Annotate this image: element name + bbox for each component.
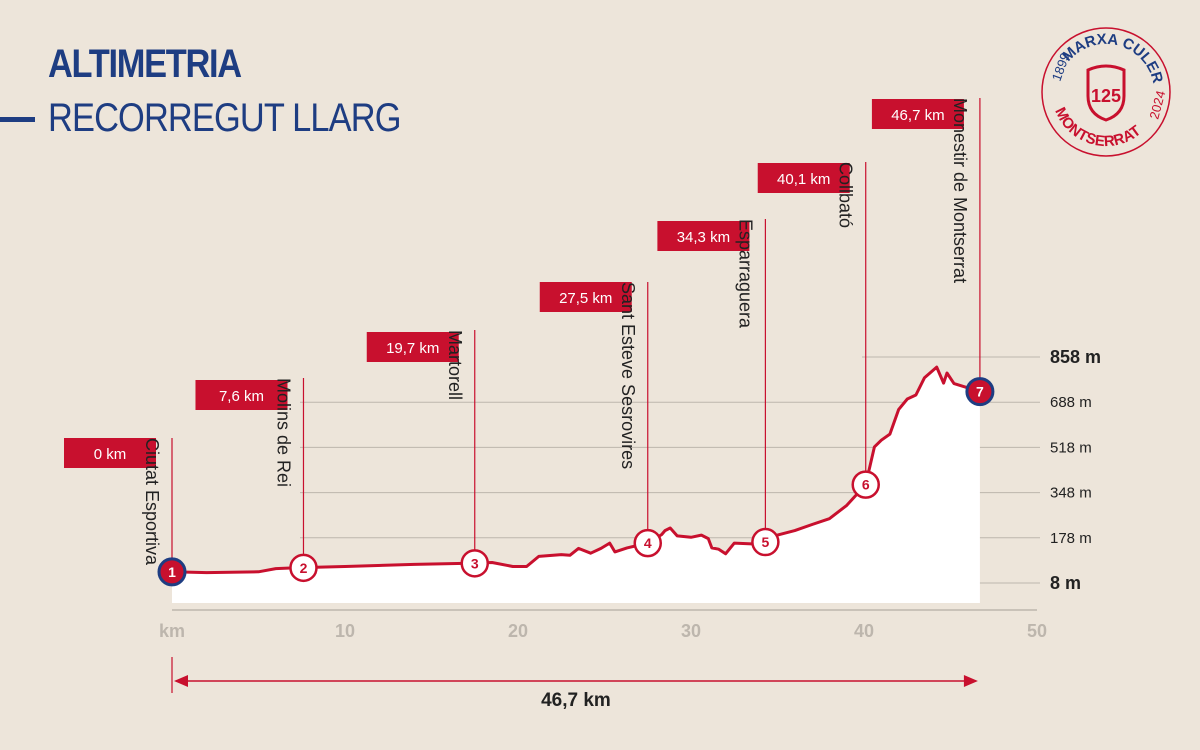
y-tick-label: 688 m (1050, 394, 1092, 411)
y-tick-label: 8 m (1050, 573, 1081, 593)
checkpoint-marker (633, 528, 662, 558)
checkpoint-name: Sant Esteve Sesrovires (618, 282, 638, 469)
checkpoint-km-badge (757, 163, 850, 193)
checkpoint-number: 1 (168, 564, 176, 580)
checkpoint-marker (851, 470, 880, 499)
checkpoint-km-label: 7,6 km (219, 388, 264, 405)
title-accent-bar (0, 117, 35, 122)
checkpoint-name: Martorell (445, 330, 465, 400)
checkpoint-km-label: 27,5 km (559, 290, 612, 307)
logo-top-text: MARXA CULER (1059, 31, 1166, 85)
y-tick-label: 178 m (1050, 530, 1092, 547)
page-subtitle: RECORREGUT LLARG (48, 96, 401, 140)
distance-arrow-right-icon (963, 675, 978, 687)
y-tick-label: 518 m (1050, 439, 1092, 456)
logo-year-right: 2024 (1146, 89, 1168, 121)
checkpoint-km-badge (64, 438, 156, 468)
logo-shield-icon (1086, 64, 1126, 122)
checkpoint-km-badge (657, 221, 750, 251)
y-tick-label: 348 m (1050, 485, 1092, 502)
x-tick-label: 30 (681, 621, 701, 641)
logo-emblem-number: 125 (1091, 86, 1121, 106)
checkpoint-km-badge (539, 282, 632, 312)
checkpoint-number: 7 (976, 384, 984, 400)
y-tick-label: 858 m (1050, 347, 1101, 367)
checkpoint-number: 2 (300, 560, 308, 576)
marxa-culer-logo: MARXA CULER MONTSERRAT 1899 2024 125 (1041, 27, 1171, 157)
checkpoint-number: 6 (862, 477, 870, 493)
checkpoint-km-badge (195, 380, 288, 410)
checkpoint-name: Monestir de Montserrat (950, 98, 970, 283)
distance-arrow-left-icon (174, 675, 188, 687)
x-tick-label: 50 (1027, 621, 1047, 641)
checkpoint-marker (751, 527, 780, 557)
logo-year-left: 1899 (1049, 51, 1073, 83)
checkpoint-marker (460, 549, 489, 578)
checkpoint-km-label: 46,7 km (891, 107, 944, 124)
x-tick-label: 20 (508, 621, 528, 641)
x-tick-label: km (159, 621, 185, 641)
checkpoint-km-label: 19,7 km (386, 340, 439, 357)
total-distance-label: 46,7 km (541, 690, 611, 711)
logo-outer-ring-icon (1041, 27, 1171, 157)
checkpoint-km-label: 34,3 km (677, 229, 730, 246)
checkpoint-marker (157, 557, 187, 587)
checkpoint-marker (289, 553, 318, 583)
x-tick-label: 10 (335, 621, 355, 641)
elevation-profile-line (171, 365, 981, 575)
checkpoint-name: Esparraguera (735, 219, 755, 329)
checkpoint-km-label: 40,1 km (777, 171, 830, 188)
logo-bottom-text: MONTSERRAT (1051, 105, 1144, 151)
checkpoint-km-badge (871, 99, 964, 129)
checkpoint-number: 5 (761, 534, 769, 550)
checkpoint-number: 3 (471, 555, 479, 571)
checkpoint-km-label: 0 km (94, 446, 127, 463)
checkpoint-name: Collbató (836, 162, 856, 228)
page-title: ALTIMETRIA (48, 42, 242, 86)
checkpoint-name: Ciutat Esportiva (142, 438, 162, 566)
checkpoint-number: 4 (644, 535, 652, 551)
checkpoint-marker (965, 377, 995, 407)
checkpoint-km-badge (366, 332, 459, 362)
x-tick-label: 40 (854, 621, 874, 641)
checkpoint-name: Molins de Rei (273, 378, 293, 487)
